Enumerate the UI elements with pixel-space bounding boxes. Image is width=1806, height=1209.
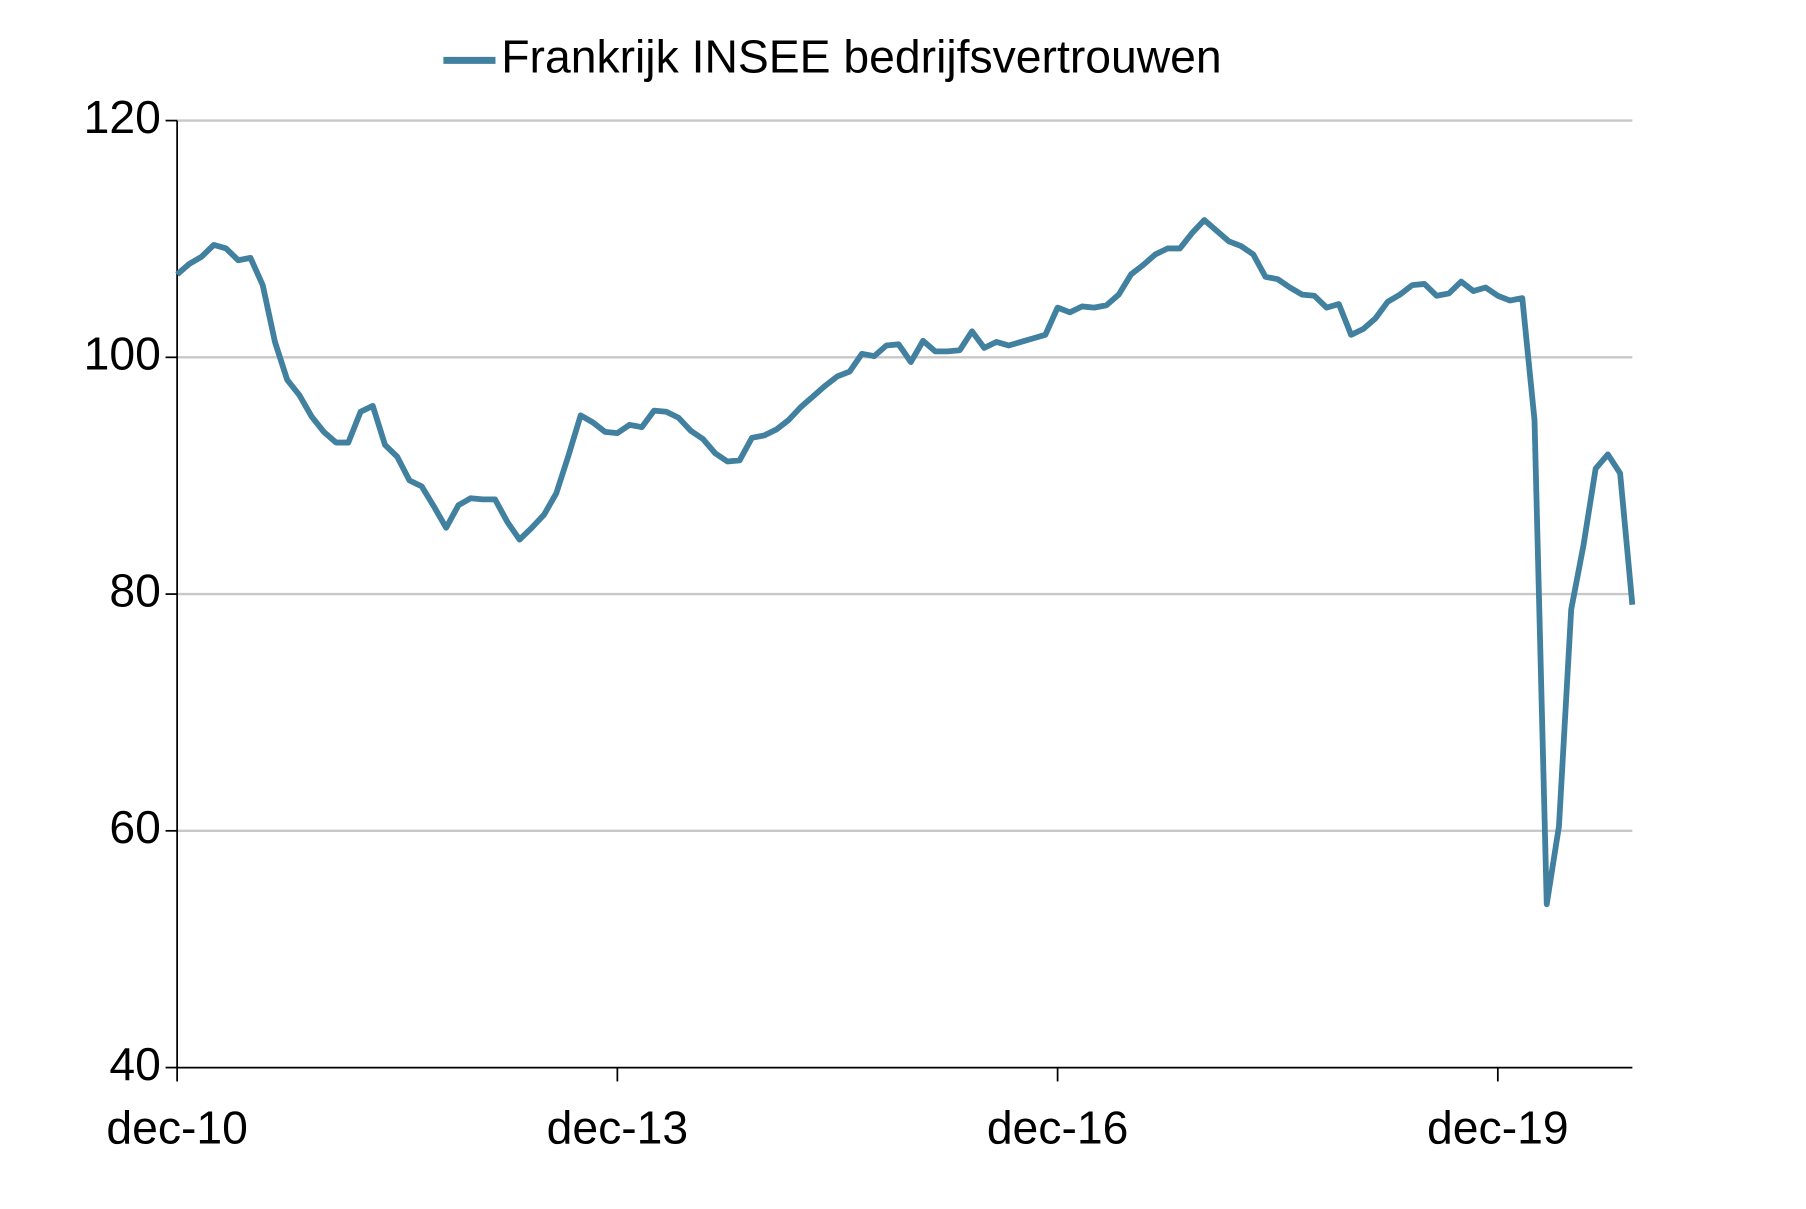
- x-tick-label: dec-10: [106, 1101, 248, 1153]
- y-tick-label: 40: [109, 1038, 161, 1090]
- data-line: [175, 217, 1636, 908]
- y-tick-label: 60: [109, 801, 161, 853]
- y-tick-label: 100: [84, 328, 161, 380]
- x-tick-label: dec-16: [987, 1101, 1129, 1153]
- y-tick-label: 120: [84, 91, 161, 143]
- x-tick-label: dec-13: [547, 1101, 689, 1153]
- y-tick-label: 80: [109, 564, 161, 616]
- x-tick-label: dec-19: [1427, 1101, 1569, 1153]
- legend-label: Frankrijk INSEE bedrijfsvertrouwen: [501, 31, 1221, 83]
